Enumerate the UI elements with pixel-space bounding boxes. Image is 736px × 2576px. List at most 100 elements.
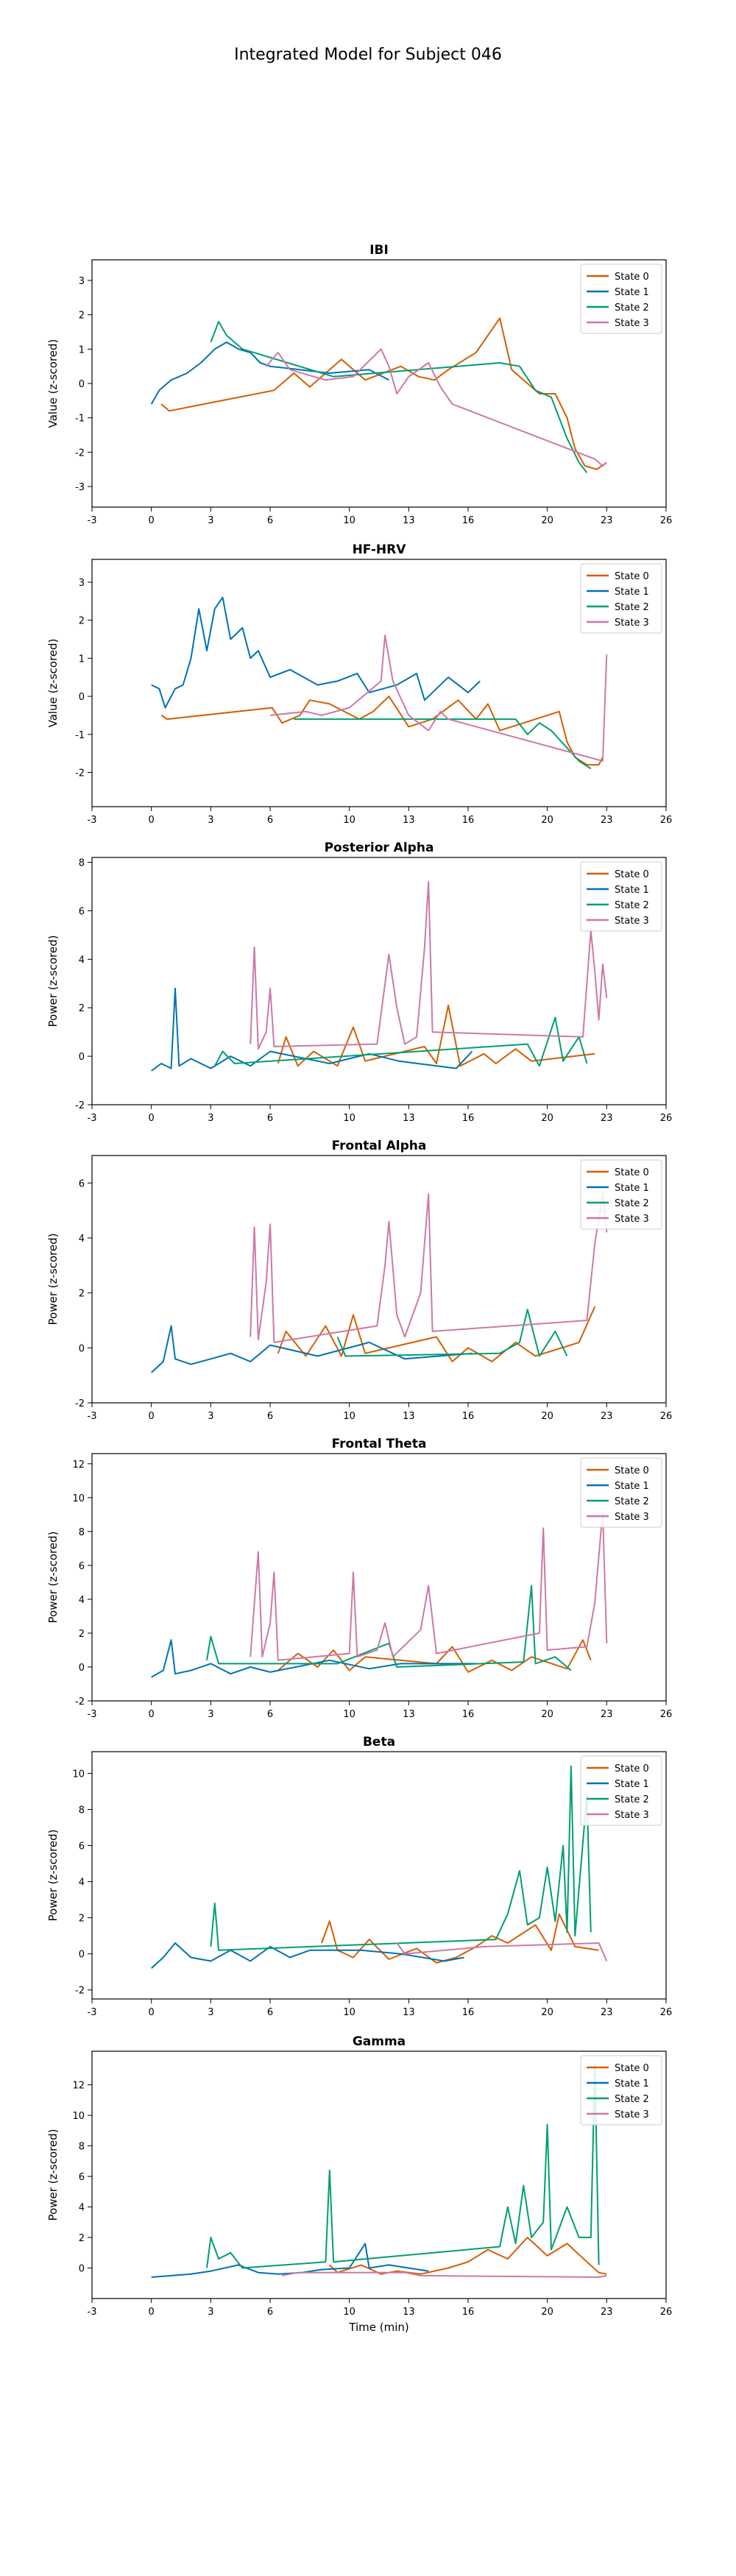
y-axis-label: Power (z-scored) (46, 1234, 60, 1326)
y-tick-label: 4 (79, 1878, 85, 1889)
y-tick-label: 6 (79, 906, 85, 917)
plot-frame (91, 1155, 667, 1404)
x-tick-label: -3 (88, 2307, 97, 2318)
plot-frame (91, 1751, 667, 2000)
x-tick-label: 3 (208, 2307, 213, 2318)
legend-entry: State 3 (615, 916, 649, 927)
series-line-state-3 (250, 1193, 608, 1343)
x-tick-label: 13 (403, 815, 415, 826)
x-tick-label: 3 (208, 815, 213, 826)
legend-box (580, 1457, 662, 1528)
x-tick-label: 23 (601, 2007, 613, 2018)
y-axis-label: Power (z-scored) (46, 935, 60, 1027)
legend-entry: State 0 (615, 869, 649, 880)
x-tick-label: 10 (343, 515, 355, 526)
x-tick-label: -3 (88, 1709, 97, 1720)
series-line-state-3 (250, 1510, 608, 1661)
y-tick-label: 1 (79, 344, 85, 355)
x-tick-label: 10 (343, 1113, 355, 1124)
x-tick-label: 26 (660, 515, 673, 526)
y-tick-label: 12 (72, 1459, 85, 1471)
x-tick-label: 3 (208, 2007, 213, 2018)
x-tick-label: -3 (88, 1113, 97, 1124)
x-tick-label: 23 (601, 1411, 613, 1422)
series-line-state-2 (210, 1765, 592, 1951)
legend: State 0 State 1 State 2 State 3 (580, 2055, 662, 2126)
x-axis-label: Time (min) (348, 2321, 408, 2334)
subplot-title: HF-HRV (353, 542, 407, 557)
series-line-state-3 (396, 1942, 608, 1961)
series-line-state-2 (213, 1016, 588, 1067)
legend: State 0 State 1 State 2 State 3 (580, 1457, 662, 1528)
series-line-state-1 (151, 1639, 476, 1678)
y-tick-label: 10 (72, 2111, 85, 2122)
x-tick-label: 10 (343, 1709, 355, 1720)
plot-frame (91, 857, 667, 1105)
y-tick-label: 0 (79, 692, 85, 703)
series-line-state-1 (151, 1325, 473, 1373)
legend-entry: State 3 (615, 1214, 649, 1225)
legend-entry: State 0 (615, 272, 649, 283)
legend-entry: State 1 (615, 1183, 649, 1194)
series-line-state-1 (151, 596, 481, 709)
x-tick-label: 3 (208, 1113, 213, 1124)
x-tick-label: 13 (403, 515, 415, 526)
legend-entry: State 3 (615, 1810, 649, 1821)
y-tick-label: 12 (72, 2081, 85, 2092)
y-tick-label: 2 (79, 1629, 85, 1640)
plot-frame (91, 1453, 667, 1702)
y-tick-label: -1 (75, 730, 85, 741)
legend: State 0 State 1 State 2 State 3 (580, 861, 662, 932)
legend-entry: State 2 (615, 1198, 649, 1209)
subplot-title: IBI (369, 243, 389, 258)
x-tick-label: 23 (601, 1113, 613, 1124)
x-tick-label: 26 (660, 2307, 673, 2318)
x-tick-label: 10 (343, 2307, 355, 2318)
legend-entry: State 2 (615, 2094, 649, 2105)
x-tick-label: -3 (88, 515, 97, 526)
x-tick-label: 16 (462, 1113, 475, 1124)
y-tick-label: -2 (75, 1100, 85, 1111)
x-tick-label: 13 (403, 2007, 415, 2018)
y-tick-label: 0 (79, 1343, 85, 1354)
legend-entry: State 0 (615, 1167, 649, 1178)
series-line-state-0 (160, 317, 607, 470)
series-line-state-1 (150, 342, 389, 405)
y-tick-label: 0 (79, 2264, 85, 2275)
y-tick-label: 3 (79, 276, 85, 287)
y-tick-label: 8 (79, 858, 85, 869)
subplot-4: Frontal Theta Power (z-scored) -3 0 3 6 10 13 16… (46, 1437, 672, 1720)
series-line-state-0 (329, 2237, 607, 2275)
x-tick-label: 16 (462, 1411, 475, 1422)
series-line-state-1 (151, 987, 473, 1072)
x-tick-label: 13 (403, 1411, 415, 1422)
y-tick-label: 3 (79, 578, 85, 589)
legend-entry: State 3 (615, 1512, 649, 1523)
y-tick-label: 4 (79, 2203, 85, 2214)
y-tick-label: 4 (79, 1234, 85, 1245)
x-tick-label: 3 (208, 1411, 213, 1422)
y-tick-label: 1 (79, 654, 85, 665)
x-tick-label: 20 (541, 515, 553, 526)
x-tick-label: 20 (541, 2007, 553, 2018)
x-tick-label: 16 (462, 815, 475, 826)
legend-entry: State 1 (615, 2078, 649, 2090)
series-line-state-3 (269, 634, 608, 762)
legend-entry: State 0 (615, 571, 649, 582)
x-tick-label: 6 (267, 1411, 273, 1422)
legend: State 0 State 1 State 2 State 3 (580, 1159, 662, 1230)
legend-entry: State 1 (615, 1481, 649, 1492)
y-tick-label: 2 (79, 1003, 85, 1014)
x-tick-label: 20 (541, 815, 553, 826)
y-tick-label: -2 (75, 1986, 85, 1997)
y-tick-label: 6 (79, 1178, 85, 1189)
legend-entry: State 3 (615, 318, 649, 329)
x-tick-label: 0 (149, 2007, 155, 2018)
x-tick-label: 13 (403, 1113, 415, 1124)
legend-box (580, 563, 662, 634)
legend-entry: State 0 (615, 2063, 649, 2074)
x-tick-label: 23 (601, 2307, 613, 2318)
legend-entry: State 2 (615, 1496, 649, 1507)
